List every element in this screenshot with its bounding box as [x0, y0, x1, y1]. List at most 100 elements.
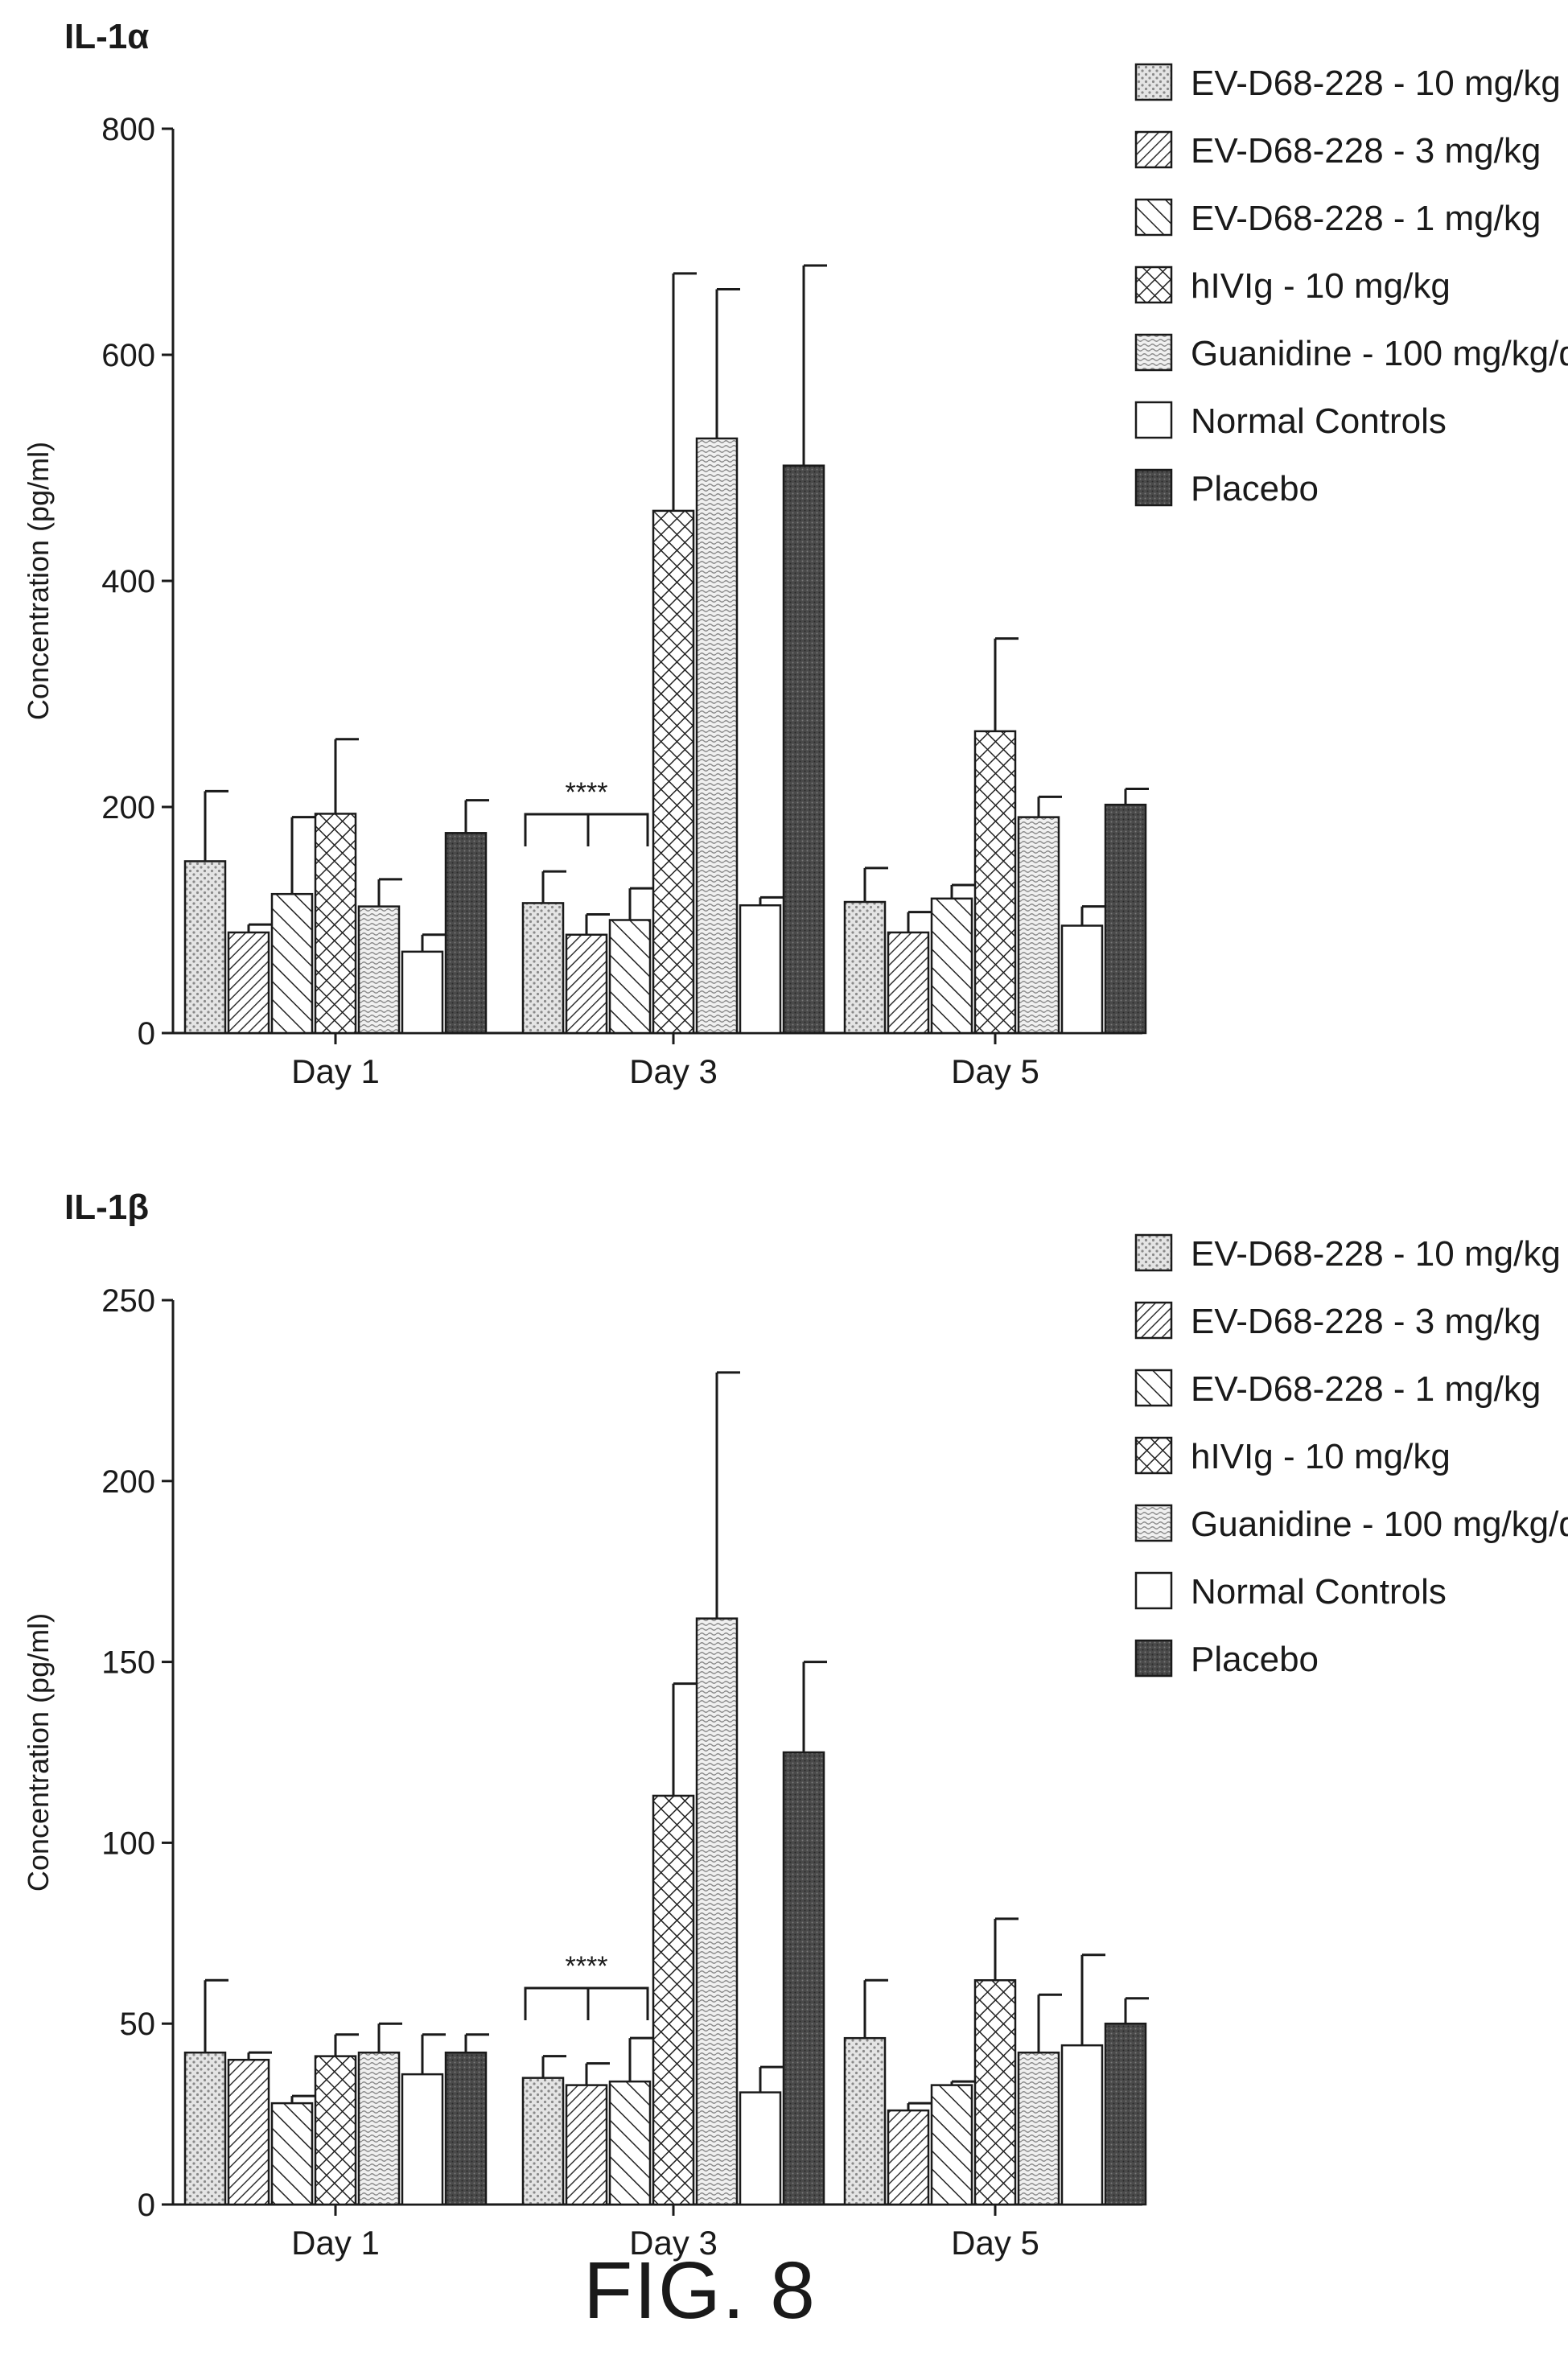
bar — [270, 892, 314, 1035]
bar — [565, 2084, 608, 2206]
legend-swatch — [1134, 1571, 1173, 1610]
y-tick-label: 0 — [138, 1016, 155, 1052]
bar — [843, 2036, 887, 2206]
legend-label: EV-D68-228 - 1 mg/kg — [1191, 199, 1541, 238]
bar — [444, 832, 488, 1035]
legend-label: Placebo — [1191, 469, 1319, 508]
legend-label: Normal Controls — [1191, 1572, 1447, 1612]
legend-swatch — [1134, 1301, 1173, 1340]
y-tick-label: 600 — [101, 338, 155, 373]
legend-label: Placebo — [1191, 1640, 1319, 1679]
chart-panel-2: IL-1β 0 50 100 150 200 250 Concentration (pg/ml… — [22, 1188, 1568, 2262]
legend-label: Guanidine - 100 mg/kg/day — [1191, 334, 1568, 373]
y-axis-label: Concentration (pg/ml) — [22, 1613, 55, 1892]
legend-swatch — [1134, 1436, 1173, 1475]
bar — [521, 902, 565, 1035]
bar — [782, 1751, 825, 2206]
legend: EV-D68-228 - 10 mg/kg EV-D68-228 - 3 mg/k… — [1134, 1233, 1568, 1679]
chart-panel-1: IL-1α 0 200 400 600 800 Concentration (pg/ml) D… — [22, 17, 1568, 1090]
chart-title: IL-1β — [64, 1188, 149, 1227]
bar — [843, 900, 887, 1035]
legend-label: Normal Controls — [1191, 401, 1447, 441]
legend-swatch — [1134, 130, 1173, 169]
bar — [521, 2077, 565, 2206]
legend-label: Guanidine - 100 mg/kg/day — [1191, 1505, 1568, 1544]
y-axis-label: Concentration (pg/ml) — [22, 442, 55, 720]
bar — [695, 437, 739, 1035]
legend-swatch — [1134, 468, 1173, 507]
bar — [357, 905, 401, 1035]
y-tick-label: 800 — [101, 112, 155, 147]
x-tick-label: Day 3 — [629, 1052, 718, 1090]
bar — [652, 1794, 695, 2206]
bar — [782, 464, 825, 1035]
y-tick-label: 50 — [120, 2007, 156, 2042]
legend-label: EV-D68-228 - 10 mg/kg — [1191, 1234, 1561, 1274]
bar — [357, 2051, 401, 2206]
legend-label: hIVIg - 10 mg/kg — [1191, 266, 1451, 306]
y-tick-label: 0 — [138, 2188, 155, 2223]
y-tick-label: 200 — [101, 1464, 155, 1500]
bar — [695, 1617, 739, 2206]
bar — [270, 2102, 314, 2206]
x-tick-label: Day 5 — [951, 2224, 1039, 2262]
legend-swatch — [1134, 1639, 1173, 1678]
bar — [227, 2058, 270, 2206]
bar — [739, 2091, 782, 2206]
bar — [973, 1978, 1017, 2206]
legend-label: hIVIg - 10 mg/kg — [1191, 1437, 1451, 1476]
x-tick-label: Day 1 — [291, 2224, 380, 2262]
legend: EV-D68-228 - 10 mg/kg EV-D68-228 - 3 mg/k… — [1134, 63, 1568, 508]
bar — [1060, 2044, 1104, 2206]
legend-swatch — [1134, 1504, 1173, 1542]
significance-bracket — [524, 1986, 649, 2020]
x-tick-label: Day 3 — [629, 2224, 718, 2262]
legend-swatch — [1134, 198, 1173, 237]
y-tick-label: 400 — [101, 564, 155, 599]
legend-label: EV-D68-228 - 3 mg/kg — [1191, 131, 1541, 171]
bar — [314, 813, 357, 1035]
legend-swatch — [1134, 266, 1173, 304]
bar — [930, 2084, 973, 2206]
bar — [652, 509, 695, 1035]
bar — [1104, 803, 1147, 1035]
legend-swatch — [1134, 1369, 1173, 1407]
y-tick-label: 100 — [101, 1826, 155, 1861]
bar — [1017, 816, 1060, 1035]
bar — [401, 2073, 444, 2206]
significance-bracket — [524, 813, 649, 846]
x-tick-label: Day 5 — [951, 1052, 1039, 1090]
bar — [608, 919, 652, 1035]
bar — [1017, 2051, 1060, 2206]
legend-label: EV-D68-228 - 1 mg/kg — [1191, 1369, 1541, 1409]
bar — [739, 904, 782, 1035]
legend-label: EV-D68-228 - 10 mg/kg — [1191, 64, 1561, 103]
y-tick-label: 200 — [101, 790, 155, 825]
y-tick-label: 150 — [101, 1645, 155, 1681]
legend-swatch — [1134, 401, 1173, 439]
legend-swatch — [1134, 63, 1173, 101]
bar — [1104, 2022, 1147, 2206]
legend-swatch — [1134, 333, 1173, 372]
legend-swatch — [1134, 1233, 1173, 1272]
bar — [227, 931, 270, 1035]
bar — [608, 2080, 652, 2206]
legend-label: EV-D68-228 - 3 mg/kg — [1191, 1302, 1541, 1341]
bar — [887, 2109, 930, 2206]
bar — [401, 950, 444, 1035]
bar — [930, 897, 973, 1035]
x-tick-label: Day 1 — [291, 1052, 380, 1090]
y-tick-label: 250 — [101, 1283, 155, 1319]
bar — [565, 933, 608, 1035]
bar — [973, 730, 1017, 1035]
chart-title: IL-1α — [64, 17, 149, 56]
significance-label: **** — [566, 777, 608, 808]
figure-label: FIG. 8 — [583, 2246, 817, 2336]
significance-label: **** — [566, 1951, 608, 1982]
bar — [887, 931, 930, 1035]
bar — [1060, 924, 1104, 1035]
bar — [183, 2051, 227, 2206]
bar — [314, 2055, 357, 2206]
